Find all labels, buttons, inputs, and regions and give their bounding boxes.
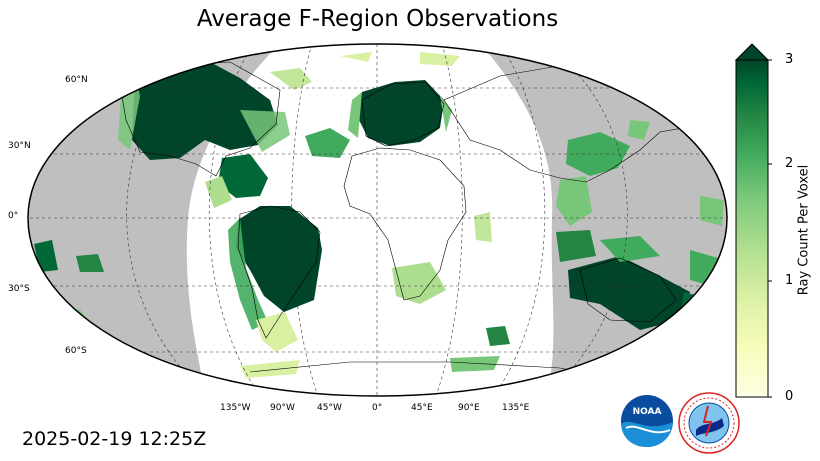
lat-label-60n: 60°N — [65, 75, 88, 85]
patch-central-america — [218, 154, 268, 198]
timestamp: 2025-02-19 12:25Z — [22, 428, 207, 450]
lat-label-30n: 30°N — [8, 141, 31, 151]
lat-label-0: 0° — [8, 211, 19, 221]
lat-label-30s: 30°S — [8, 284, 30, 294]
patch-southern-africa — [392, 262, 446, 304]
lon-label-0: 0° — [372, 403, 383, 413]
colorbar — [734, 43, 772, 398]
patch-europe-halo — [348, 92, 452, 138]
lon-label-45w: 45°W — [317, 403, 342, 413]
nws-logo — [678, 392, 740, 454]
world-map — [27, 43, 728, 397]
patch-north-america — [132, 62, 278, 160]
lon-label-135w: 135°W — [220, 403, 251, 413]
patch-australia-halo — [600, 236, 718, 286]
patch-west-pacific-2 — [76, 254, 104, 272]
colorbar-tick-2: 2 — [785, 156, 794, 171]
patch-indonesia — [556, 230, 596, 262]
lon-label-135e: 135°E — [502, 403, 530, 413]
lon-label-45e: 45°E — [411, 403, 433, 413]
patch-east-asia — [566, 132, 630, 176]
patch-antarctic-2 — [450, 356, 500, 372]
patch-europe — [358, 80, 444, 146]
patch-africa-east — [474, 212, 492, 242]
patch-greenland — [270, 68, 312, 90]
patch-antarctic-1 — [240, 360, 300, 378]
patch-west-pacific — [34, 240, 58, 272]
noaa-logo: NOAA — [621, 395, 673, 447]
observation-patches — [34, 52, 724, 378]
patch-north-atlantic — [305, 128, 350, 158]
globe-border — [27, 43, 728, 397]
svg-text:NOAA: NOAA — [633, 407, 662, 417]
patch-arctic — [340, 52, 460, 66]
patch-south-america-south — [256, 312, 298, 352]
colorbar-gradient — [735, 59, 769, 398]
lon-label-90w: 90°W — [270, 403, 295, 413]
colorbar-tick-3: 3 — [785, 52, 794, 67]
colorbar-tick-1: 1 — [785, 273, 794, 288]
lat-label-60s: 60°S — [65, 346, 87, 356]
colorbar-tick-0: 0 — [785, 389, 794, 404]
colorbar-extend-arrow — [734, 43, 770, 61]
lon-label-90e: 90°E — [458, 403, 480, 413]
patch-australia — [568, 256, 690, 330]
patch-central-america-halo — [205, 176, 232, 208]
patch-pacific-east — [700, 196, 724, 226]
patch-southeast-asia — [556, 176, 592, 226]
patch-atlantic-south — [486, 326, 510, 346]
patch-japan — [628, 120, 650, 140]
colorbar-label: Ray Count Per Voxel — [796, 164, 812, 296]
map-title: Average F-Region Observations — [196, 6, 559, 32]
